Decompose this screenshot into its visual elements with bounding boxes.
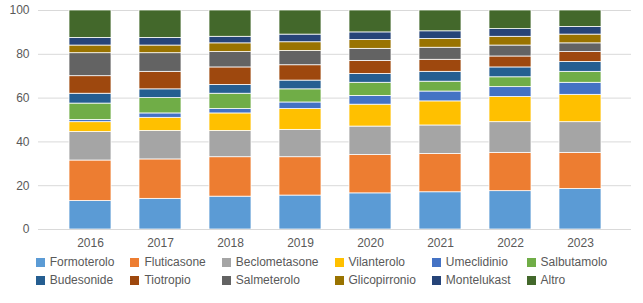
svg-text:100: 100: [9, 3, 29, 17]
html-text:Umeclidinio: Umeclidinio: [445, 255, 508, 269]
svg-text:2021: 2021: [427, 236, 454, 250]
html-text:Fluticasone: Fluticasone: [144, 255, 206, 269]
html-text:Formoterolo: Formoterolo: [49, 255, 115, 269]
svg-text:80: 80: [16, 47, 30, 61]
svg-text:2022: 2022: [497, 236, 524, 250]
svg-text:2020: 2020: [357, 236, 384, 250]
svg-text:40: 40: [16, 135, 30, 149]
svg-text:2019: 2019: [287, 236, 314, 250]
svg-text:2023: 2023: [567, 236, 594, 250]
html-text:Montelukast: Montelukast: [445, 273, 511, 287]
html-text:Beclometasone: Beclometasone: [235, 255, 319, 269]
svg-text:2018: 2018: [217, 236, 244, 250]
svg-text:20: 20: [16, 179, 30, 193]
svg-text:2016: 2016: [77, 236, 104, 250]
svg-text:2017: 2017: [147, 236, 174, 250]
html-text:Salmeterolo: Salmeterolo: [235, 273, 300, 287]
svg-text:0: 0: [23, 222, 30, 236]
html-text:Tiotropio: Tiotropio: [144, 273, 191, 287]
html-text:Salbutamolo: Salbutamolo: [540, 255, 608, 269]
html-text:Altro: Altro: [540, 273, 566, 287]
svg-text:60: 60: [16, 91, 30, 105]
html-text:Vilanterolo: Vilanterolo: [348, 255, 405, 269]
html-text:Budesonide: Budesonide: [49, 273, 114, 287]
html-text:Glicopirronio: Glicopirronio: [348, 273, 416, 287]
